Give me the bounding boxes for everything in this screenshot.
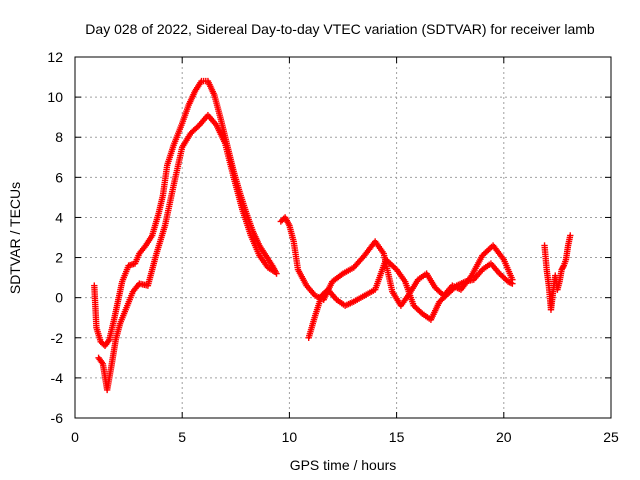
data-point	[271, 268, 278, 275]
series-track-d	[305, 256, 516, 341]
series-track-b	[95, 111, 278, 394]
x-tick-label: 10	[282, 429, 298, 445]
tick-labels: 0 5 10 15 20 25 -6 -4 -2 0 2 4 6 8 10 12	[47, 49, 619, 445]
x-tick-label: 5	[178, 429, 186, 445]
axis-ticks	[74, 56, 612, 419]
y-tick-label: 12	[47, 49, 63, 65]
y-tick-label: 10	[47, 89, 63, 105]
series-track-e	[541, 232, 574, 313]
x-axis-label: GPS time / hours	[290, 457, 397, 473]
x-tick-label: 20	[496, 429, 512, 445]
data-point	[559, 263, 567, 271]
data-point	[567, 232, 574, 239]
data-point	[194, 123, 202, 130]
grid-lines	[75, 57, 611, 418]
y-axis-label: SDTVAR / TECUs	[7, 182, 23, 294]
y-tick-label: -2	[51, 330, 64, 346]
y-tick-label: -4	[51, 370, 64, 386]
y-tick-label: 4	[55, 209, 63, 225]
x-tick-label: 15	[389, 429, 405, 445]
data-points	[91, 77, 574, 394]
y-tick-label: 2	[55, 250, 63, 266]
x-tick-label: 25	[603, 429, 619, 445]
plot-frame	[74, 56, 612, 419]
chart-title: Day 028 of 2022, Sidereal Day-to-day VTE…	[85, 21, 595, 37]
y-tick-label: 8	[55, 129, 63, 145]
y-tick-label: 6	[55, 169, 63, 185]
y-tick-label: -6	[51, 410, 64, 426]
data-point	[509, 280, 516, 287]
y-tick-label: 0	[55, 290, 63, 306]
series-track-a	[91, 77, 280, 349]
x-tick-label: 0	[71, 429, 79, 445]
